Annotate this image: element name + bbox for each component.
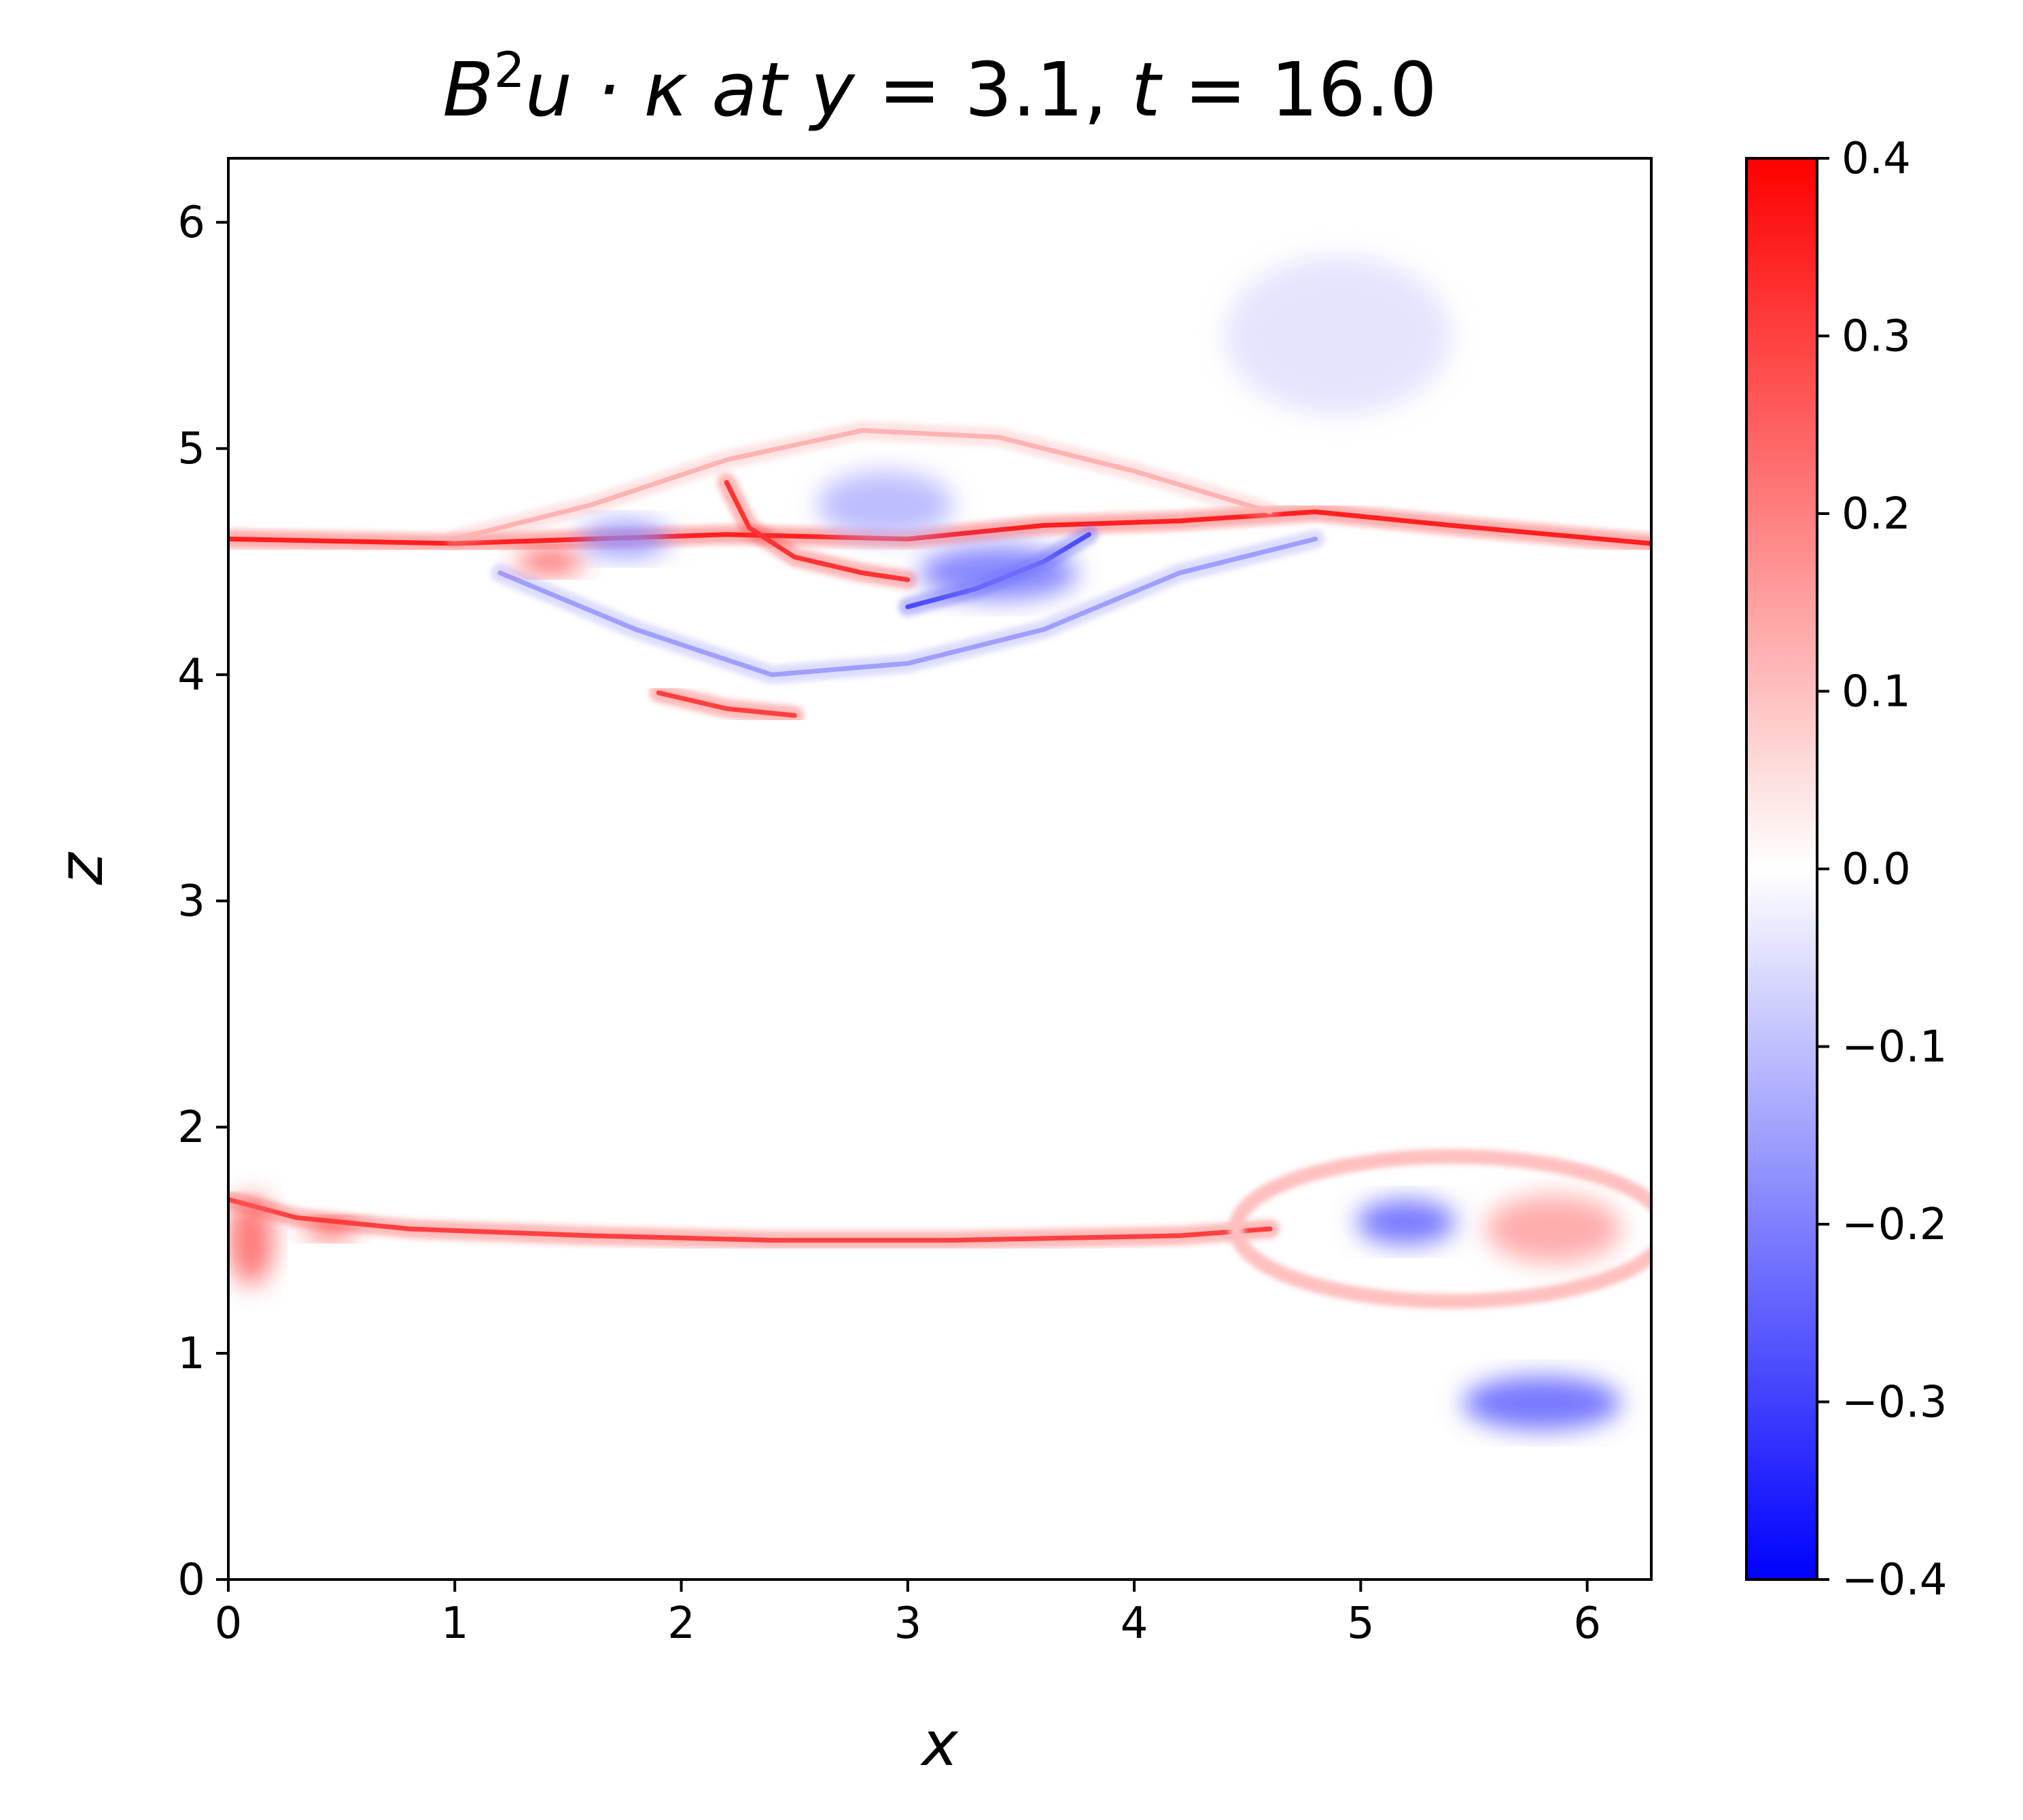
colorbar-tick-label: −0.3 xyxy=(1842,1378,1947,1428)
heatmap-feature-upper-blue-core xyxy=(919,546,1078,601)
heatmap-feature-lower-right-blue-patch xyxy=(1462,1376,1621,1431)
x-tick-label: 1 xyxy=(441,1599,469,1649)
plot-frame xyxy=(227,157,1653,1581)
x-tick-label: 2 xyxy=(667,1599,695,1649)
y-tick-label: 1 xyxy=(177,1329,205,1379)
colorbar-tick-label: 0.2 xyxy=(1842,489,1911,539)
heatmap-feature-upper-mixed-core xyxy=(817,471,953,539)
heatmap-feature-upper-right-faint-blue xyxy=(1225,256,1452,415)
heatmap-feature-upper-plasmoid-lower-rim xyxy=(497,536,1318,677)
heatmap-feature-lower-left-red-patch xyxy=(302,1219,357,1238)
plot-background xyxy=(228,158,1651,1580)
heatmap-feature-upper-current-sheet xyxy=(228,509,1651,546)
heatmap-feature-lower-plasmoid-red-core xyxy=(1485,1194,1621,1263)
plot-area xyxy=(227,157,1653,1581)
x-tick-label: 5 xyxy=(1347,1599,1375,1649)
x-tick-label: 0 xyxy=(215,1599,243,1649)
y-axis: 0 1 2 3 4 5 6 xyxy=(177,198,228,1605)
colorbar-tick-label: 0.3 xyxy=(1842,312,1911,362)
colorbar: 0.4 0.3 0.2 0.1 0.0 −0.1 −0.2 −0.3 −0.4 xyxy=(1745,134,1947,1605)
y-tick-label: 3 xyxy=(177,876,205,927)
heatmap-feature-lower-left-edge-structure xyxy=(228,1194,274,1286)
heatmap-feature-upper-plasmoid-outer-rim xyxy=(452,428,1273,541)
heatmap-feature-upper-plasmoid-bottom-edge xyxy=(656,690,797,718)
chart-title: B2u · κ at y = 3.1, t = 16.0 xyxy=(442,41,1437,133)
x-tick-label: 6 xyxy=(1573,1599,1601,1649)
heatmap-feature-lower-plasmoid-rim xyxy=(1229,1149,1651,1309)
colorbar-tick-label: 0.1 xyxy=(1842,667,1911,717)
colorbar-gradient xyxy=(1745,157,1818,1581)
y-tick-label: 4 xyxy=(177,650,205,700)
heatmap-feature-lower-current-sheet xyxy=(228,1197,1273,1243)
y-tick-label: 0 xyxy=(177,1555,205,1605)
x-axis: 0 1 2 3 4 5 6 xyxy=(215,1580,1601,1649)
colorbar-tick-label: −0.4 xyxy=(1842,1555,1947,1605)
heatmap-feature-upper-red-patch xyxy=(516,550,584,573)
colorbar-tick-label: 0.0 xyxy=(1842,844,1911,895)
colorbar-ticks: 0.4 0.3 0.2 0.1 0.0 −0.1 −0.2 −0.3 −0.4 xyxy=(1817,134,1947,1605)
y-tick-label: 5 xyxy=(177,424,205,474)
y-tick-label: 2 xyxy=(177,1103,205,1153)
colorbar-tick-label: −0.2 xyxy=(1842,1200,1947,1250)
x-tick-label: 4 xyxy=(1121,1599,1148,1649)
colorbar-tick-label: 0.4 xyxy=(1842,134,1911,184)
x-tick-label: 3 xyxy=(894,1599,921,1649)
heatmap-feature-lower-plasmoid-blue-core xyxy=(1356,1199,1456,1245)
x-axis-label: x xyxy=(919,1709,959,1780)
heatmap-feature-upper-red-arc xyxy=(724,480,911,582)
colorbar-tick-label: −0.1 xyxy=(1842,1022,1947,1073)
y-tick-label: 6 xyxy=(177,198,205,248)
title-expression: u · κ at xyxy=(525,46,811,133)
y-axis-label: z xyxy=(46,852,117,886)
heatmap-feature-upper-blue-strip xyxy=(579,520,670,558)
